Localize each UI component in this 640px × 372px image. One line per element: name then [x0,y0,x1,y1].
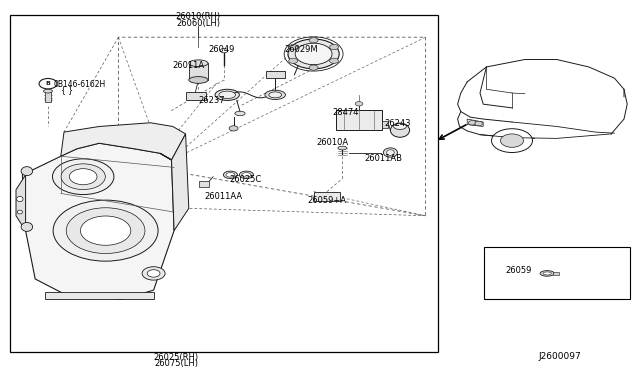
Circle shape [288,39,339,69]
Ellipse shape [387,150,394,155]
Bar [484,247,630,299]
Bar [199,181,209,187]
Bar [189,63,208,80]
Text: 26059+A: 26059+A [307,196,346,205]
Ellipse shape [223,171,237,179]
Text: 26010A: 26010A [317,138,349,147]
Circle shape [52,159,114,195]
Text: 0B146-6162H: 0B146-6162H [53,80,106,89]
Ellipse shape [269,92,282,98]
Ellipse shape [338,146,347,150]
Text: 26243: 26243 [384,119,410,128]
Text: 26075(LH): 26075(LH) [154,359,198,368]
Circle shape [147,270,160,277]
Ellipse shape [21,167,33,176]
Text: 26025(RH): 26025(RH) [154,353,198,362]
Text: 26025C: 26025C [229,175,261,184]
Polygon shape [16,175,26,231]
Bar [553,272,559,275]
Text: 26049: 26049 [208,45,234,54]
Circle shape [220,48,228,53]
Circle shape [39,78,57,89]
Text: 26060(LH): 26060(LH) [177,19,220,28]
Circle shape [309,38,318,43]
Text: 26237: 26237 [198,96,225,105]
Circle shape [67,208,145,254]
Text: 26010(RH): 26010(RH) [176,12,221,21]
Ellipse shape [543,272,552,275]
Polygon shape [61,123,186,160]
Ellipse shape [17,210,22,214]
Ellipse shape [226,173,235,177]
Ellipse shape [17,196,23,202]
Text: 26029M: 26029M [285,45,319,54]
Ellipse shape [540,271,554,276]
Text: B: B [45,81,51,86]
Circle shape [330,58,339,63]
Circle shape [500,134,524,147]
Circle shape [289,58,298,63]
Polygon shape [22,143,174,299]
Text: J2600097: J2600097 [539,352,581,361]
Ellipse shape [189,60,208,67]
Ellipse shape [265,90,285,99]
Circle shape [142,267,165,280]
Circle shape [81,216,131,245]
Text: 26011A: 26011A [173,61,205,70]
Text: 28474: 28474 [333,108,359,117]
Ellipse shape [390,123,410,137]
Circle shape [330,45,339,50]
Circle shape [61,164,106,190]
Bar [45,91,51,102]
Circle shape [53,200,158,261]
Text: { }: { } [61,86,73,94]
Circle shape [475,121,483,126]
Circle shape [229,126,238,131]
Circle shape [492,129,532,153]
Ellipse shape [219,91,236,99]
Polygon shape [467,119,483,126]
Circle shape [289,45,298,50]
Polygon shape [45,292,154,299]
Ellipse shape [239,171,253,179]
Circle shape [69,169,97,185]
Ellipse shape [215,89,239,100]
Ellipse shape [235,111,245,116]
Ellipse shape [242,173,251,177]
Text: 26011AA: 26011AA [205,192,243,201]
Circle shape [355,102,363,106]
Circle shape [468,121,476,125]
Ellipse shape [44,89,52,93]
Bar [266,71,285,78]
Ellipse shape [383,148,397,157]
Ellipse shape [394,124,406,129]
Text: 26011AB: 26011AB [365,154,403,163]
Bar [10,15,438,352]
Text: 26059: 26059 [506,266,532,275]
Bar [336,110,382,130]
Ellipse shape [21,222,33,231]
Polygon shape [160,134,189,231]
Circle shape [309,65,318,70]
Bar [314,192,340,201]
Bar [382,121,388,128]
Circle shape [295,43,332,65]
Ellipse shape [189,77,208,83]
Bar [186,92,206,100]
